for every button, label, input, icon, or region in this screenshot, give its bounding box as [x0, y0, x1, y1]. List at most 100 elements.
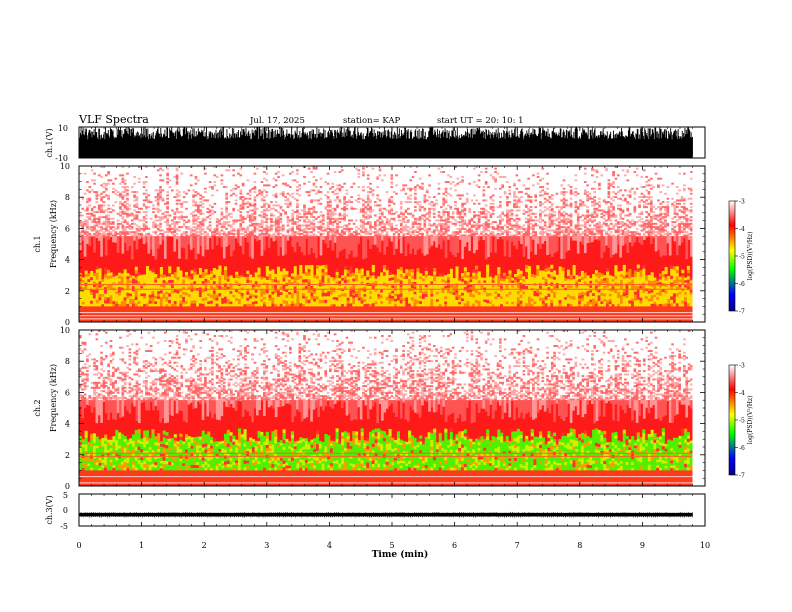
spectrogram-midband-cell — [288, 279, 292, 283]
spectrogram-cell — [152, 226, 155, 229]
spectrogram-cell — [442, 212, 446, 215]
spectrogram-midband-cell — [187, 286, 191, 290]
spectrogram-cell — [79, 231, 82, 234]
spectrogram-cell — [100, 197, 103, 200]
spectrogram-cell — [683, 189, 686, 192]
spectrogram-midband-cell — [349, 266, 353, 271]
spectrogram-midband-cell — [109, 297, 113, 302]
spectrogram-midband-cell — [288, 301, 292, 305]
spectrogram-midband-cell — [90, 276, 94, 281]
spectrogram-cell — [501, 211, 505, 214]
spectrogram-cell — [378, 174, 382, 177]
spectrogram-cell — [647, 226, 651, 229]
spectrogram-cell — [437, 187, 441, 190]
spectrogram-cell — [175, 189, 179, 192]
spectrogram-cell — [194, 222, 198, 225]
spectrogram-midband-cell — [352, 303, 356, 307]
spectrogram-midband-cell — [263, 301, 267, 305]
spectrogram-cell — [638, 206, 641, 209]
spectrogram-midband-cell — [176, 270, 180, 274]
spectrogram-cell — [579, 232, 582, 235]
spectrogram-cell — [496, 172, 500, 175]
spectrogram-cell — [482, 207, 486, 210]
spectrogram-midband-cell — [157, 303, 161, 307]
spectrogram-cell — [683, 216, 686, 219]
spectrogram-cell — [168, 226, 172, 229]
spectrogram-cell — [421, 187, 424, 190]
spectrogram-cell — [338, 199, 342, 202]
spectrogram-cell — [109, 231, 113, 234]
spectrogram-cell — [284, 212, 287, 215]
spectrogram-cell — [324, 194, 328, 197]
spectrogram-cell — [225, 214, 228, 217]
spectrogram-cell — [487, 186, 490, 189]
spectrogram-midband-cell — [145, 292, 150, 297]
spectrogram-cell — [598, 204, 601, 207]
spectrogram-cell — [557, 206, 561, 209]
spectrogram-cell — [605, 169, 608, 172]
spectrogram-cell — [225, 216, 228, 219]
spectrogram-cell — [664, 219, 667, 222]
spectrogram-midband-cell — [304, 265, 308, 269]
spectrogram-cell — [390, 209, 394, 212]
spectrogram-midband-cell — [154, 298, 158, 302]
spectrogram-cell — [175, 176, 179, 178]
spectrogram-cell — [359, 226, 363, 229]
spectrogram-cell — [506, 232, 509, 235]
spectrogram-cell — [631, 234, 634, 237]
spectrogram-midband-cell — [187, 301, 191, 305]
spectrogram-cell — [232, 169, 236, 172]
spectrogram-cell — [171, 209, 174, 212]
spectrogram-cell — [650, 202, 653, 205]
spectrogram-midband-cell — [369, 293, 373, 297]
spectrogram-cell — [137, 229, 141, 232]
spectrogram-midband-cell — [207, 282, 211, 286]
spectrogram-cell — [260, 214, 264, 217]
spectrogram-midband-cell — [198, 284, 202, 288]
spectrogram-cell — [95, 197, 99, 200]
spectrogram-cell — [350, 232, 354, 235]
spectrogram-midband-cell — [251, 299, 255, 302]
spectrogram-cell — [168, 229, 172, 232]
spectrogram-cell — [619, 221, 622, 224]
spectrogram-cell — [390, 229, 394, 232]
spectrogram-cell — [303, 212, 306, 215]
spectrogram-cell — [121, 226, 125, 229]
spectrogram-midband-cell — [371, 299, 375, 304]
spectrogram-cell — [324, 207, 328, 210]
spectrogram-cell — [319, 202, 323, 205]
spectrogram-midband-cell — [257, 283, 261, 288]
spectrogram-cell — [163, 214, 167, 217]
spectrogram-cell — [145, 226, 148, 229]
spectrogram-midband-cell — [246, 273, 250, 277]
spectrogram-cell — [524, 211, 528, 214]
spectrogram-cell — [583, 217, 587, 220]
spectrogram-edge-cell — [661, 236, 665, 256]
spectrogram-edge-cell — [612, 236, 615, 255]
spectrogram-cell — [621, 209, 625, 212]
spectrogram-midband-cell — [341, 275, 345, 279]
spectrogram-midband-cell — [79, 292, 83, 296]
spectrogram-cell — [102, 204, 106, 207]
spectrogram-midband-cell — [235, 277, 239, 281]
spectrogram-midband-cell — [352, 283, 356, 288]
spectrogram-cell — [425, 227, 429, 230]
spectrogram-cell — [595, 212, 599, 215]
spectrogram-cell — [371, 209, 375, 212]
spectrogram-cell — [463, 231, 467, 234]
spectrogram-midband-cell — [204, 275, 208, 279]
spectrogram-cell — [461, 181, 464, 184]
spectrogram-cell — [477, 174, 481, 177]
spectrogram-midband-cell — [159, 293, 163, 297]
spectrogram-edge-cell — [437, 236, 441, 245]
spectrogram-cell — [515, 201, 519, 204]
spectrogram-cell — [690, 171, 693, 173]
spectrogram-cell — [468, 234, 471, 237]
spectrogram-cell — [498, 221, 502, 224]
spectrogram-midband-cell — [343, 289, 348, 294]
spectrogram-cell — [404, 229, 408, 232]
spectrogram-midband-cell — [246, 285, 250, 289]
spectrogram-cell — [685, 207, 689, 210]
spectrogram-cell — [461, 227, 464, 230]
spectrogram-edge-cell — [631, 236, 634, 247]
